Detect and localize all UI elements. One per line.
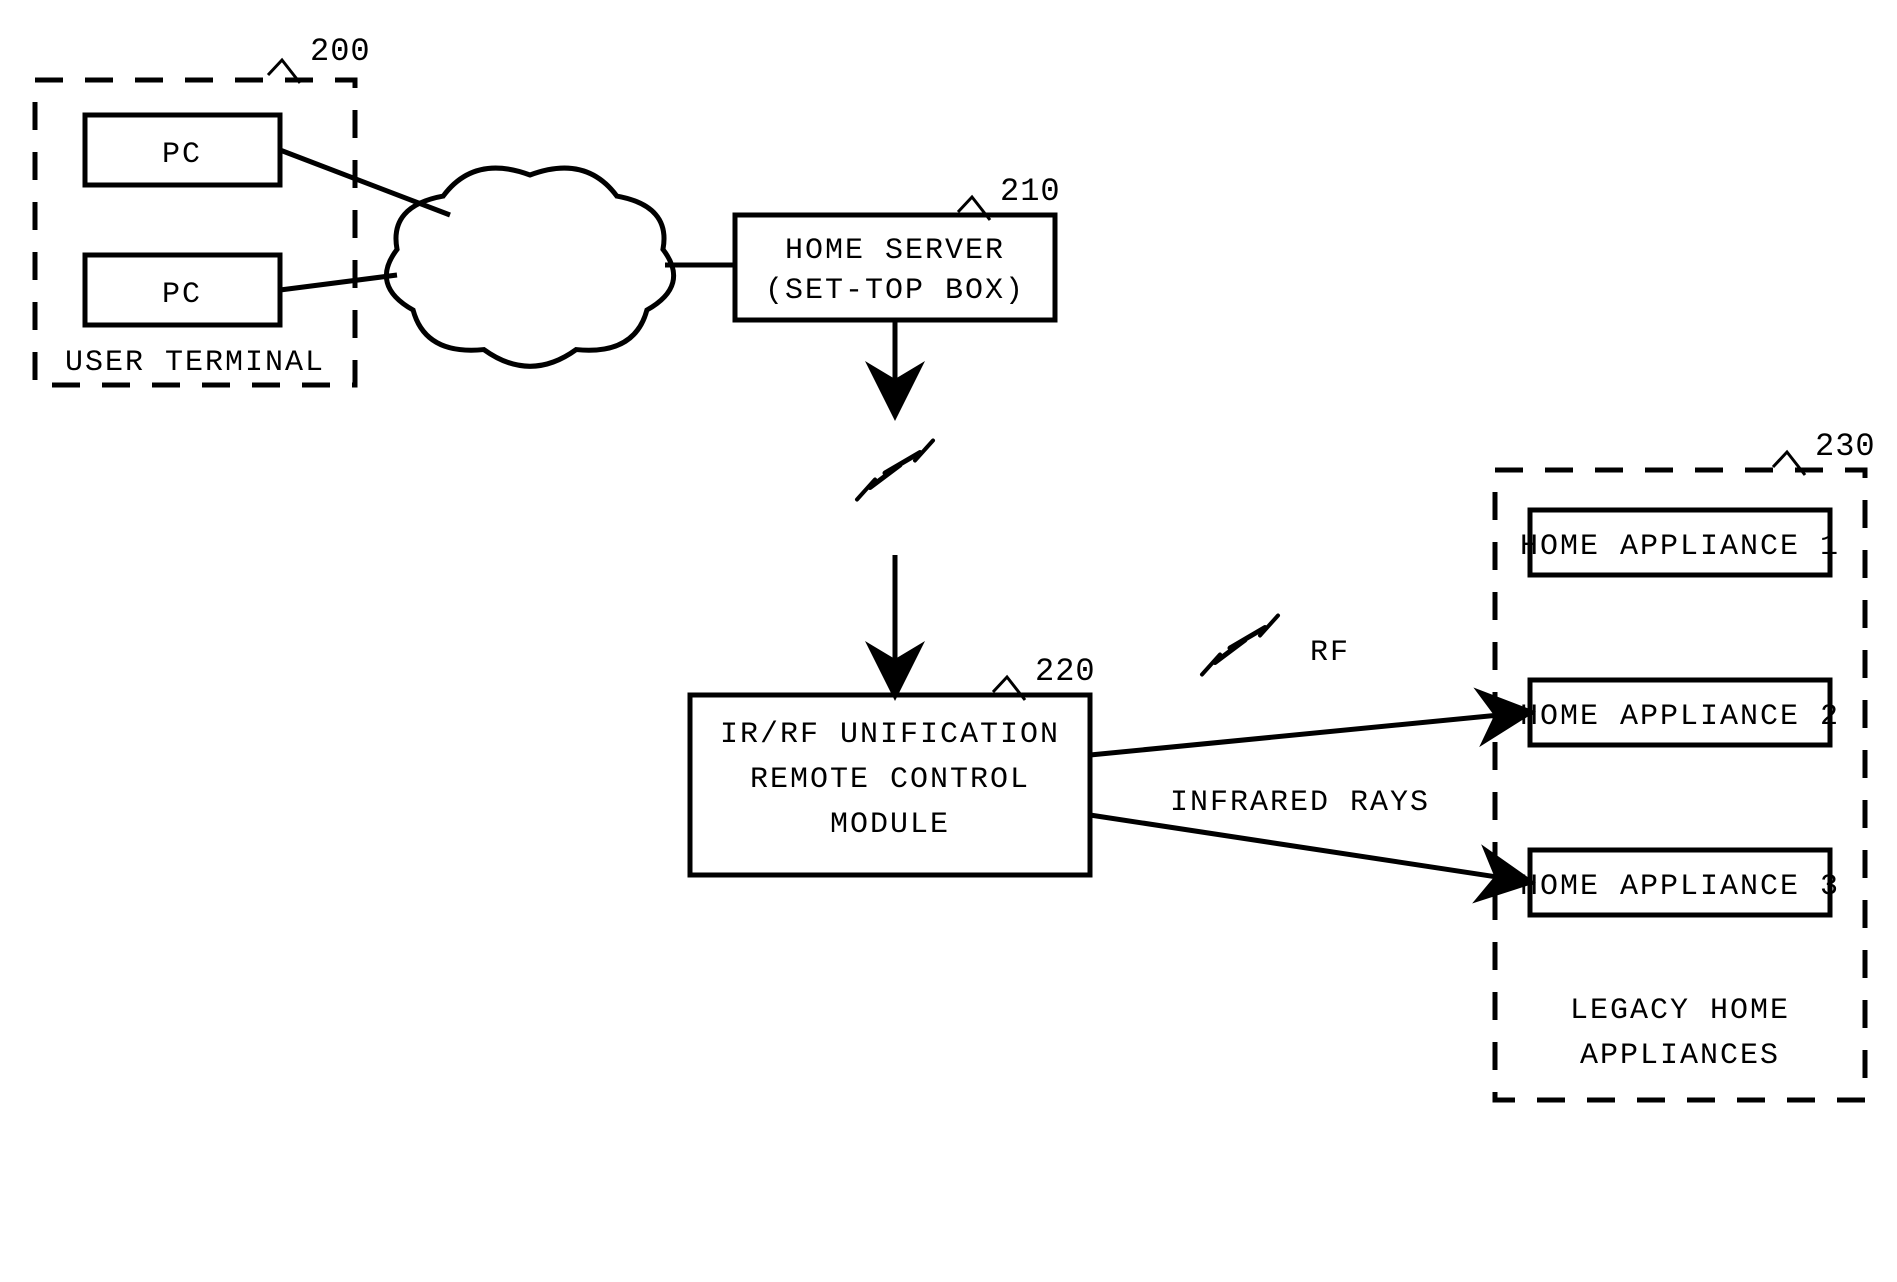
node-home_server: HOME SERVER (SET-TOP BOX) 210 <box>735 173 1061 320</box>
user_terminal_group-ref: 200 <box>310 33 371 70</box>
node-appliance1: HOME APPLIANCE 1 <box>1520 510 1840 575</box>
node-pc1: PC <box>85 115 280 185</box>
appliances_group-label-line-0: LEGACY HOME <box>1570 994 1790 1028</box>
remote_module-label-line-2: MODULE <box>830 808 950 842</box>
pc2-label: PC <box>162 278 202 312</box>
appliances_group-ref: 230 <box>1815 428 1876 465</box>
remote_module-label-line-0: IR/RF UNIFICATION <box>720 718 1060 752</box>
user_terminal_group-label: USER TERMINAL <box>65 346 325 380</box>
node-pc2: PC <box>85 255 280 325</box>
home_server-label-line-0: HOME SERVER <box>785 234 1005 268</box>
edge-0 <box>280 150 450 215</box>
node-appliance2: HOME APPLIANCE 2 <box>1520 680 1840 745</box>
appliance2-label: HOME APPLIANCE 2 <box>1520 700 1840 734</box>
home_server-label-line-1: (SET-TOP BOX) <box>765 274 1025 308</box>
node-user_terminal_group: USER TERMINAL 200 <box>35 33 371 385</box>
appliance3-label: HOME APPLIANCE 3 <box>1520 870 1840 904</box>
edge-7-label: RF <box>1310 636 1350 670</box>
appliances_group-label-line-1: APPLIANCES <box>1580 1039 1780 1073</box>
node-appliance3: HOME APPLIANCE 3 <box>1520 850 1840 915</box>
edge-1 <box>280 275 397 290</box>
home_server-ref: 210 <box>1000 173 1061 210</box>
remote_module-ref: 220 <box>1035 653 1096 690</box>
pc1-label: PC <box>162 138 202 172</box>
edge-8-label: INFRARED RAYS <box>1170 786 1430 820</box>
appliance1-label: HOME APPLIANCE 1 <box>1520 530 1840 564</box>
edge-7: RF <box>1090 636 1530 755</box>
edge-8: INFRARED RAYS <box>1090 786 1530 882</box>
remote_module-label-line-1: REMOTE CONTROL <box>750 763 1030 797</box>
